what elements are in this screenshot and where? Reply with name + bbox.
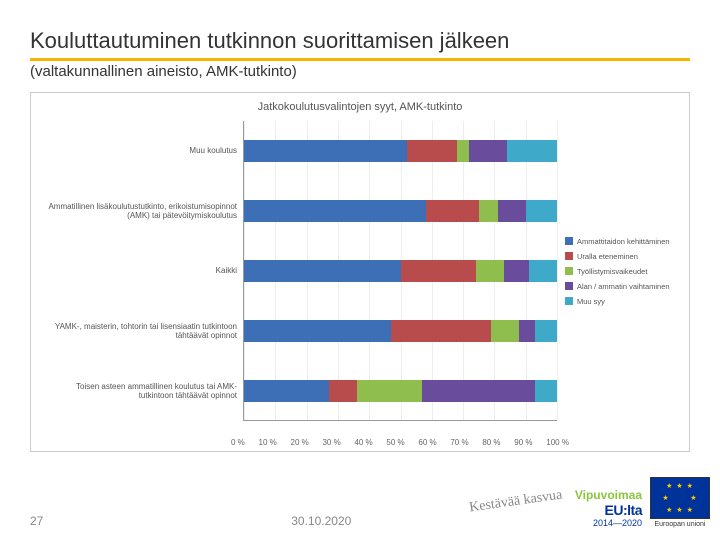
bar-segment — [426, 200, 479, 222]
bar-segment — [422, 380, 535, 402]
bar-row — [244, 260, 557, 282]
bar-segment — [529, 260, 557, 282]
eu-stars: ★ ★ ★ — [651, 506, 709, 514]
footer: 27 30.10.2020 Kestävää kasvua Vipuvoimaa… — [30, 477, 710, 528]
bar-segment — [498, 200, 526, 222]
xtick-label: 60 % — [418, 438, 436, 447]
bar-segment — [391, 320, 491, 342]
legend-item: Työllistymisvaikeudet — [565, 267, 677, 276]
bar-segment — [535, 380, 557, 402]
bar-row — [244, 380, 557, 402]
xtick-label: 50 % — [386, 438, 404, 447]
chart-body: Muu koulutusAmmatillinen lisäkoulutustut… — [43, 121, 677, 421]
chart-xaxis: 0 % 10 % 20 % 30 % 40 % 50 % 60 % 70 % 80 % 90 % 1… — [231, 438, 569, 447]
vipu-line3: 2014—2020 — [575, 518, 642, 528]
bar-segment — [244, 140, 407, 162]
bar-segment — [469, 140, 507, 162]
page-number: 27 — [30, 514, 43, 528]
bar-segment — [504, 260, 529, 282]
chart-legend: Ammattitaidon kehittäminen Uralla etenemi… — [557, 121, 677, 421]
xtick-label: 30 % — [322, 438, 340, 447]
legend-swatch — [565, 252, 573, 260]
category-label: YAMK-, maisterin, tohtorin tai lisensiaa… — [43, 301, 243, 361]
xtick-label: 70 % — [450, 438, 468, 447]
bar-segment — [244, 320, 391, 342]
slide: Kouluttautuminen tutkinnon suorittamisen… — [0, 0, 720, 540]
bar-segment — [329, 380, 357, 402]
legend-item: Uralla eteneminen — [565, 252, 677, 261]
slide-subtitle: (valtakunnallinen aineisto, AMK-tutkinto… — [30, 63, 690, 80]
legend-swatch — [565, 282, 573, 290]
eu-stars: ★ ★ — [651, 494, 709, 502]
vipu-line1: Vipuvoimaa — [575, 488, 642, 502]
bar-segment — [479, 200, 498, 222]
bar-row — [244, 140, 557, 162]
bar-segment — [507, 140, 557, 162]
bar-segment — [535, 320, 557, 342]
legend-label: Alan / ammatin vaihtaminen — [577, 282, 670, 291]
bar-segment — [476, 260, 504, 282]
eu-flag-icon: ★ ★ ★ ★ ★ ★ ★ ★ — [650, 477, 710, 519]
bar-segment — [357, 380, 423, 402]
legend-label: Muu syy — [577, 297, 605, 306]
xtick-label: 90 % — [514, 438, 532, 447]
legend-item: Muu syy — [565, 297, 677, 306]
kk-tagline: Kestävää kasvua — [469, 488, 564, 517]
gridline — [557, 121, 558, 420]
bar-segment — [407, 140, 457, 162]
legend-swatch — [565, 297, 573, 305]
footer-logos: Kestävää kasvua Vipuvoimaa EU:lta 2014—2… — [469, 477, 710, 528]
category-label: Toisen asteen ammatillinen koulutus tai … — [43, 361, 243, 421]
bar-segment — [244, 380, 329, 402]
chart-frame: Jatkokoulutusvalintojen syyt, AMK-tutkin… — [30, 92, 690, 452]
legend-label: Uralla eteneminen — [577, 252, 638, 261]
bar-segment — [244, 260, 401, 282]
category-label: Kaikki — [43, 241, 243, 301]
legend-swatch — [565, 267, 573, 275]
bar-segment — [457, 140, 470, 162]
xtick-label: 10 % — [259, 438, 277, 447]
bar-segment — [519, 320, 535, 342]
eu-text: Euroopan unioni — [650, 521, 710, 528]
bar-segment — [401, 260, 476, 282]
legend-swatch — [565, 237, 573, 245]
bar-segment — [244, 200, 426, 222]
legend-label: Työllistymisvaikeudet — [577, 267, 647, 276]
category-label: Ammatillinen lisäkoulutustutkinto, eriko… — [43, 181, 243, 241]
chart-ylabels: Muu koulutusAmmatillinen lisäkoulutustut… — [43, 121, 243, 421]
chart-bars-area — [243, 121, 557, 421]
eu-logo-block: ★ ★ ★ ★ ★ ★ ★ ★ Euroopan unioni — [650, 477, 710, 528]
legend-label: Ammattitaidon kehittäminen — [577, 237, 670, 246]
xtick-label: 80 % — [482, 438, 500, 447]
bar-segment — [491, 320, 519, 342]
slide-title: Kouluttautuminen tutkinnon suorittamisen… — [30, 28, 690, 61]
legend-item: Ammattitaidon kehittäminen — [565, 237, 677, 246]
category-label: Muu koulutus — [43, 121, 243, 181]
legend-item: Alan / ammatin vaihtaminen — [565, 282, 677, 291]
chart-title: Jatkokoulutusvalintojen syyt, AMK-tutkin… — [43, 101, 677, 113]
xtick-label: 20 % — [291, 438, 309, 447]
vipu-line2: EU:lta — [575, 502, 642, 518]
xtick-label: 100 % — [546, 438, 569, 447]
eu-stars: ★ ★ ★ — [651, 482, 709, 490]
bar-row — [244, 200, 557, 222]
xtick-label: 0 % — [231, 438, 245, 447]
bar-segment — [526, 200, 557, 222]
footer-date: 30.10.2020 — [291, 514, 351, 528]
xtick-label: 40 % — [354, 438, 372, 447]
vipuvoimaa-logo: Vipuvoimaa EU:lta 2014—2020 — [575, 488, 642, 528]
bar-row — [244, 320, 557, 342]
